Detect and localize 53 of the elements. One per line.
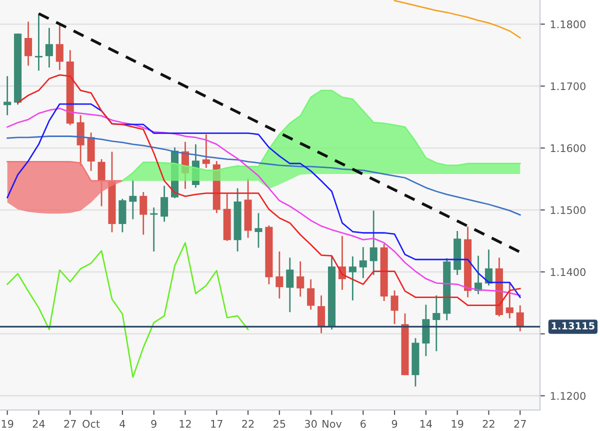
y-tick-label: 1.1600 [550,144,586,152]
y-tick-label: 1.1800 [550,20,586,28]
candlestick [87,132,95,172]
y-tick-label: 1.1400 [550,268,586,276]
y-tick-label: 1.1700 [550,82,586,90]
candlestick [118,198,126,233]
x-tick-label: 9 [151,420,156,428]
candlestick [24,20,32,66]
candlestick [202,134,210,169]
x-tick-label: 12 [180,420,191,428]
x-tick-label: 14 [420,420,432,428]
candlestick [129,180,137,220]
line-series [17,74,521,306]
x-tick-label: 27 [514,420,526,428]
x-tick-label: Nov [322,420,342,428]
candlestick [160,185,168,222]
line-series [394,0,521,38]
candlestick [286,256,294,313]
x-tick-label: 6 [360,420,366,428]
x-tick-label: 22 [242,420,254,428]
x-tick-label: 30 [304,420,317,428]
line-series [6,242,249,378]
candlestick [56,23,64,71]
candlestick [254,212,262,248]
candlestick [307,278,315,310]
candlestick [516,304,524,332]
x-tick-label: 4 [120,420,126,428]
candlestick [422,304,430,357]
x-tick-label: 9 [392,420,398,428]
candlestick [432,294,440,352]
candlestick [296,260,304,298]
x-tick-label: Oct [82,420,100,428]
x-tick-label: 24 [32,420,45,428]
candlestick [318,294,326,334]
candlestick [4,75,12,116]
candlestick [370,210,378,276]
x-tick-label: 19 [2,420,14,428]
x-tick-label: 19 [452,420,464,428]
x-tick-label: 22 [482,420,494,428]
candlestick [359,246,367,279]
candlestick [45,27,53,68]
x-tick-label: 17 [211,420,222,428]
y-tick-label: 1.1200 [550,392,586,400]
candlestick [140,191,148,236]
y-tick-label: 1.1500 [550,206,586,214]
candlestick [276,250,284,300]
candlestick [348,256,356,302]
candlestick [390,290,398,325]
x-tick-label: 25 [274,420,286,428]
x-tick-label: 27 [64,420,76,428]
candlestick [34,12,42,72]
ref-line-label: 1.13115 [552,322,594,330]
candlestick [506,282,514,320]
